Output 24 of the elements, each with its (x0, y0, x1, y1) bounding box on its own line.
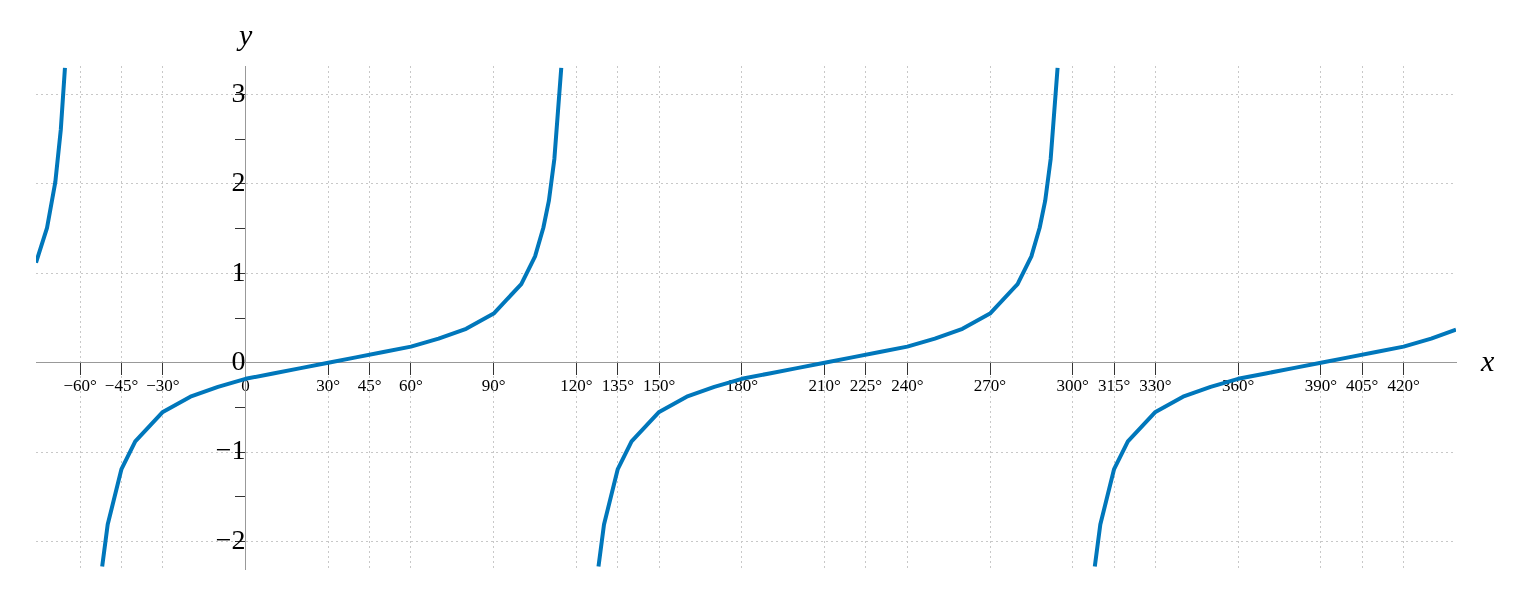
y-tick-label: −2 (215, 523, 246, 555)
x-tick-label: 120° (560, 376, 593, 396)
x-tick-label: 135° (601, 376, 634, 396)
x-tick-label: −45° (104, 376, 139, 396)
x-tick-label: 45° (357, 376, 382, 396)
x-tick-label: 240° (891, 376, 924, 396)
x-axis-title: x (1480, 343, 1495, 377)
x-tick-label: 30° (316, 376, 341, 396)
x-tick-label: 225° (849, 376, 883, 396)
y-tick-label: −1 (215, 434, 246, 466)
x-tick-label: 150° (642, 376, 676, 396)
y-axis-title: y (235, 17, 253, 51)
x-tick-label: 90° (481, 376, 506, 396)
x-tick-label: 390° (1304, 376, 1338, 396)
x-tick-label: −60° (63, 376, 97, 396)
x-tick-label: 270° (973, 376, 1007, 396)
x-tick-label: −30° (146, 376, 180, 396)
x-tick-label: 300° (1056, 376, 1089, 396)
x-tick-label: 315° (1097, 376, 1131, 396)
x-tick-label: 405° (1346, 376, 1379, 396)
x-tick-label: 330° (1139, 376, 1172, 396)
x-tick-label: 210° (808, 376, 841, 396)
x-tick-label: 60° (399, 376, 423, 396)
x-tick-label: 420° (1387, 376, 1420, 396)
